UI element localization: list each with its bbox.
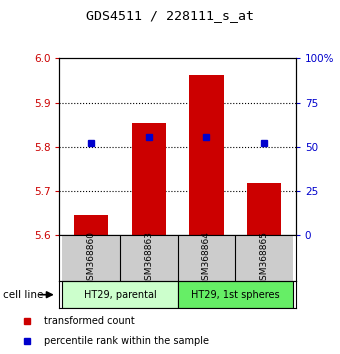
Bar xyxy=(62,281,177,308)
Bar xyxy=(132,122,166,235)
Text: GSM368864: GSM368864 xyxy=(202,231,211,286)
Text: percentile rank within the sample: percentile rank within the sample xyxy=(44,336,209,346)
Text: cell line: cell line xyxy=(3,290,44,300)
Text: transformed count: transformed count xyxy=(44,316,135,326)
Bar xyxy=(177,235,235,281)
Bar xyxy=(247,183,282,235)
Text: HT29, parental: HT29, parental xyxy=(84,290,156,300)
Bar xyxy=(189,75,224,235)
Text: GDS4511 / 228111_s_at: GDS4511 / 228111_s_at xyxy=(86,9,254,22)
Bar xyxy=(62,235,120,281)
Text: HT29, 1st spheres: HT29, 1st spheres xyxy=(191,290,279,300)
Bar xyxy=(120,235,177,281)
Bar xyxy=(74,216,108,235)
Text: GSM368863: GSM368863 xyxy=(144,231,153,286)
Bar xyxy=(177,281,293,308)
Text: GSM368860: GSM368860 xyxy=(87,231,96,286)
Bar xyxy=(235,235,293,281)
Text: GSM368865: GSM368865 xyxy=(260,231,269,286)
